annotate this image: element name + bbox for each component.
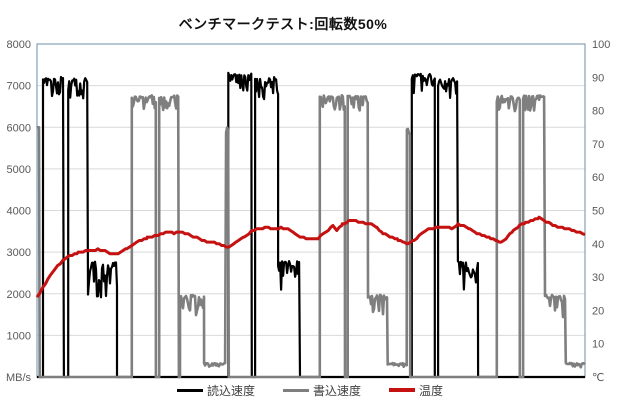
y-left-tick-label: 3000 [7, 247, 31, 259]
y-left-tick-label: 7000 [7, 81, 31, 93]
write-speed-line-swatch [282, 388, 309, 392]
y-left-unit-label: MB/s [6, 372, 32, 384]
y-right-tick-label: 10 [592, 339, 604, 351]
y-right-unit-label: ℃ [592, 372, 604, 384]
y-right-tick-label: 50 [592, 206, 604, 218]
legend-item-write-speed: 書込速度 [282, 382, 361, 399]
y-right-tick-label: 20 [592, 305, 604, 317]
legend-label-read-speed: 読込速度 [206, 383, 255, 398]
temperature-series-line [35, 215, 586, 299]
y-left-tick-label: 1000 [7, 330, 31, 342]
legend-label-write-speed: 書込速度 [312, 383, 361, 398]
chart-title: ベンチマークテスト:回転数50% [178, 16, 388, 32]
y-right-tick-label: 30 [592, 272, 604, 284]
temperature-line-swatch [389, 388, 415, 392]
legend-item-read-speed: 読込速度 [176, 382, 255, 399]
y-left-tick-label: 5000 [7, 164, 31, 176]
y-right-tick-label: 40 [592, 239, 604, 251]
write-speed-series-line [36, 94, 586, 379]
y-left-tick-label: 4000 [7, 206, 31, 218]
y-left-tick-label: 6000 [7, 122, 31, 134]
y-right-tick-label: 80 [592, 106, 604, 118]
y-right-tick-label: 100 [592, 39, 610, 51]
chart-legend: 読込速度 書込速度 温度 [0, 381, 620, 399]
read-speed-series-line [37, 71, 585, 379]
y-right-tick-label: 60 [592, 172, 604, 184]
read-speed-line-swatch [176, 388, 203, 392]
legend-label-temperature: 温度 [419, 383, 444, 398]
y-right-tick-label: 70 [592, 139, 604, 151]
legend-item-temperature: 温度 [389, 382, 443, 399]
y-right-tick-label: 90 [592, 72, 604, 84]
y-left-tick-label: 8000 [7, 39, 31, 51]
y-left-tick-label: 2000 [7, 289, 31, 301]
